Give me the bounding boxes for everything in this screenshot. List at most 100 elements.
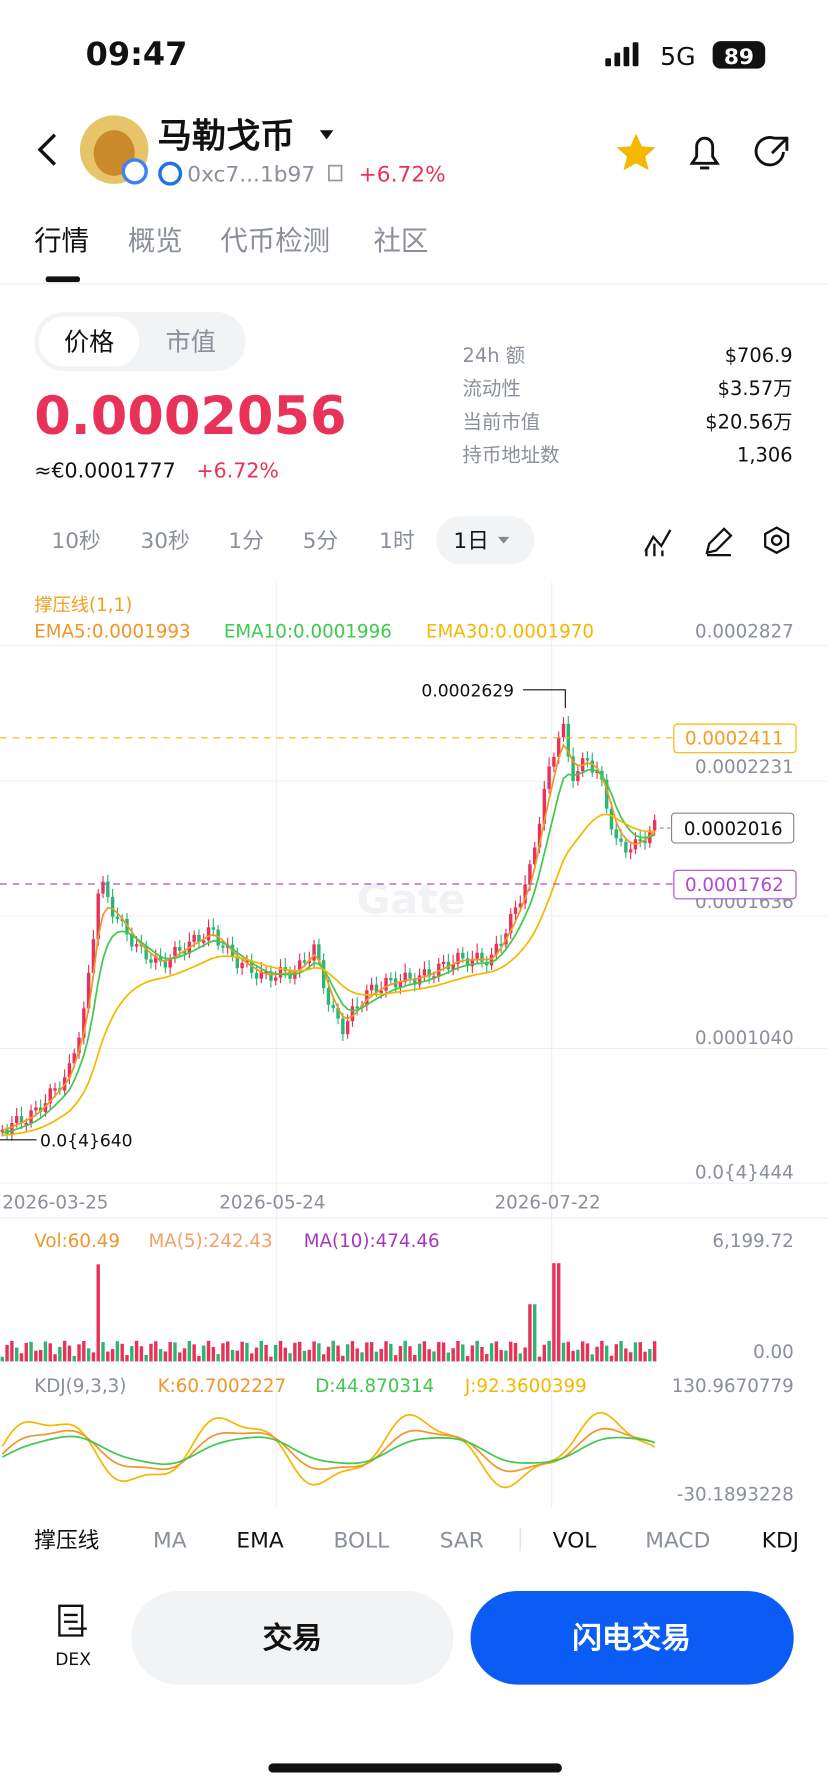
volume-bar bbox=[221, 1343, 225, 1362]
volume-bar bbox=[509, 1341, 513, 1362]
kdj-y-label: 130.9670779 bbox=[672, 1376, 794, 1397]
indicator-tab[interactable]: EMA bbox=[236, 1529, 283, 1554]
tab[interactable]: 社区 bbox=[373, 226, 428, 257]
signal-icon bbox=[605, 42, 639, 67]
indicator-tab[interactable]: SAR bbox=[440, 1529, 484, 1554]
interval[interactable]: 10秒 bbox=[51, 529, 100, 554]
tab-separator bbox=[519, 1528, 521, 1551]
volume-bar bbox=[72, 1355, 76, 1362]
volume-bar bbox=[489, 1343, 494, 1362]
interval[interactable]: 5分 bbox=[303, 529, 338, 554]
candle-body bbox=[374, 984, 379, 993]
flash-trade-button[interactable] bbox=[470, 1590, 794, 1685]
y-label: 0.0002231 bbox=[695, 757, 794, 778]
low-label: 0.0{4}640 bbox=[40, 1132, 133, 1152]
volume-bar bbox=[432, 1351, 436, 1362]
vol-legend: MA(10):474.46 bbox=[304, 1231, 440, 1252]
candle-body bbox=[259, 971, 264, 979]
candle-body bbox=[345, 1021, 350, 1035]
volume-bar bbox=[595, 1346, 599, 1362]
back-button[interactable] bbox=[37, 133, 57, 166]
volume-bar bbox=[590, 1354, 594, 1362]
interval-caret[interactable] bbox=[497, 536, 510, 544]
candle-body bbox=[173, 946, 177, 959]
trade-label[interactable]: 交易 bbox=[263, 1621, 322, 1656]
indicator-tab[interactable]: 撑压线 bbox=[34, 1529, 99, 1554]
volume-bar bbox=[504, 1350, 508, 1362]
volume-bar bbox=[523, 1347, 527, 1362]
candle-body bbox=[273, 977, 278, 981]
favorite-button[interactable] bbox=[616, 133, 656, 171]
tab[interactable]: 概览 bbox=[128, 226, 183, 257]
flash-trade-label[interactable]: 闪电交易 bbox=[572, 1621, 691, 1656]
candle-body bbox=[379, 990, 383, 993]
ema10-line bbox=[2, 768, 655, 1134]
stat-label: 流动性 bbox=[463, 377, 521, 400]
indicator-tab[interactable]: KDJ bbox=[762, 1529, 799, 1554]
candle-body bbox=[202, 940, 206, 943]
volume-bar bbox=[633, 1342, 638, 1362]
candle-body bbox=[341, 1018, 345, 1035]
kdj-k-line bbox=[1, 1427, 655, 1473]
settings-button[interactable] bbox=[764, 526, 790, 555]
header-change: +6.72% bbox=[359, 163, 446, 188]
chain-badge bbox=[121, 158, 148, 185]
volume-bar bbox=[86, 1348, 91, 1362]
draw-button[interactable] bbox=[705, 527, 733, 557]
interval[interactable]: 1时 bbox=[379, 529, 414, 554]
volume-bar bbox=[235, 1350, 240, 1362]
volume-bar bbox=[413, 1354, 417, 1362]
indicator-button[interactable] bbox=[644, 529, 672, 557]
candle-body bbox=[106, 881, 110, 897]
dropdown-caret[interactable] bbox=[319, 130, 334, 140]
interval[interactable]: 1分 bbox=[228, 529, 264, 554]
volume-bar bbox=[43, 1341, 48, 1362]
volume-bar bbox=[643, 1351, 647, 1362]
share-button[interactable] bbox=[754, 136, 789, 167]
vol-legend: Vol:60.49 bbox=[34, 1231, 120, 1252]
dex-icon[interactable] bbox=[58, 1604, 87, 1637]
trade-button[interactable] bbox=[131, 1590, 454, 1685]
candle-body bbox=[350, 1006, 355, 1022]
volume-bar bbox=[408, 1346, 412, 1362]
candle-body bbox=[528, 864, 532, 885]
candle-body bbox=[552, 756, 556, 767]
tab[interactable]: 代币检测 bbox=[220, 226, 330, 257]
interval[interactable]: 1日 bbox=[453, 529, 489, 554]
copy-icon[interactable] bbox=[328, 164, 343, 182]
volume-bar bbox=[341, 1355, 345, 1362]
candle-body bbox=[77, 1037, 81, 1054]
alert-button[interactable] bbox=[689, 136, 720, 170]
candle-body bbox=[533, 847, 537, 865]
current-label: 0.0002016 bbox=[684, 819, 783, 840]
contract-address[interactable]: 0xc7...1b97 bbox=[187, 163, 315, 188]
y-label: 0.0{4}444 bbox=[695, 1163, 794, 1184]
vol-y-label: 6,199.72 bbox=[712, 1231, 793, 1252]
token-name[interactable]: 马勒戈币 bbox=[158, 116, 295, 156]
indicator-tab[interactable]: MA bbox=[153, 1529, 187, 1554]
toggle-option[interactable]: 市值 bbox=[166, 328, 216, 357]
volume-bar bbox=[648, 1348, 652, 1362]
candle-body bbox=[10, 1123, 14, 1134]
indicator-tab[interactable]: VOL bbox=[553, 1529, 597, 1554]
candles bbox=[0, 715, 657, 1141]
candle-body bbox=[537, 823, 542, 848]
ema-legend: EMA5:0.0001993 bbox=[34, 621, 190, 642]
x-label: 2026-05-24 bbox=[219, 1192, 325, 1213]
candle-body bbox=[542, 788, 547, 824]
dex-label[interactable]: DEX bbox=[55, 1650, 91, 1670]
volume-bar bbox=[614, 1344, 618, 1362]
volume-bar bbox=[58, 1346, 62, 1362]
volume-bar bbox=[566, 1341, 571, 1362]
indicator-tab[interactable]: BOLL bbox=[333, 1529, 389, 1554]
interval[interactable]: 30秒 bbox=[140, 529, 189, 554]
indicator-tab[interactable]: MACD bbox=[645, 1529, 710, 1554]
volume-bar bbox=[0, 1356, 4, 1362]
tab[interactable]: 行情 bbox=[34, 226, 89, 257]
toggle-option[interactable]: 价格 bbox=[64, 328, 114, 357]
volume-bar bbox=[470, 1345, 475, 1362]
volume-bar bbox=[14, 1347, 19, 1362]
stat-label: 当前市值 bbox=[463, 410, 541, 433]
